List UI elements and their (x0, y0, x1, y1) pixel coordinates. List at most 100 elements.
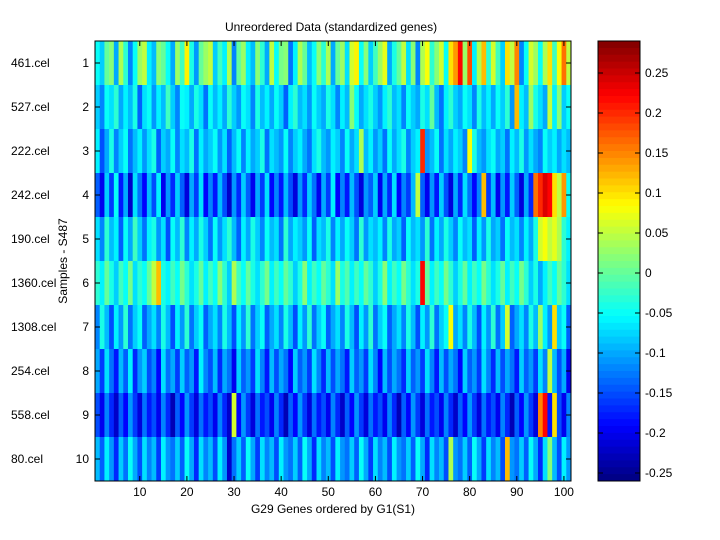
heatmap-cell (104, 85, 110, 130)
heatmap-cell (146, 393, 152, 438)
heatmap-cell (528, 305, 534, 350)
heatmap-cell (552, 393, 558, 438)
heatmap-cell (391, 261, 398, 306)
heatmap-cell (245, 217, 251, 262)
colorbar-segment (598, 68, 640, 76)
heatmap-cell (556, 393, 562, 438)
heatmap-cell (505, 85, 511, 130)
heatmap-cell (561, 261, 567, 306)
heatmap-cell (415, 437, 421, 482)
heatmap-cell (349, 305, 355, 350)
heatmap-cell (552, 437, 558, 482)
heatmap-cell (481, 217, 487, 262)
heatmap-cell (274, 217, 280, 262)
heatmap-cell (533, 349, 539, 394)
heatmap-cell (151, 305, 157, 350)
heatmap-cell (198, 349, 204, 394)
heatmap-cell (556, 173, 562, 218)
heatmap-cell (255, 261, 261, 306)
heatmap-cell (420, 305, 426, 350)
heatmap-cell (505, 173, 511, 218)
heatmap-cell (542, 305, 548, 350)
heatmap-cell (283, 217, 289, 262)
heatmap-cell (283, 305, 289, 350)
heatmap-cell (472, 393, 478, 438)
heatmap-cell (340, 261, 346, 306)
heatmap-cell (288, 305, 294, 350)
heatmap-cell (453, 41, 459, 86)
heatmap-cell (453, 85, 459, 130)
heatmap-cell (373, 41, 379, 86)
heatmap-cell (434, 85, 440, 130)
heatmap-cell (325, 393, 332, 438)
heatmap-cell (349, 217, 355, 262)
heatmap-cell (519, 41, 525, 86)
heatmap-cell (505, 261, 511, 306)
colorbar-segment (598, 460, 640, 468)
heatmap-cell (189, 261, 195, 306)
heatmap-cell (476, 393, 482, 438)
heatmap-cell (189, 173, 195, 218)
heatmap-cell (556, 85, 562, 130)
heatmap-cell (208, 129, 214, 174)
heatmap-cell (325, 85, 332, 130)
x-tick-label: 70 (416, 485, 430, 499)
heatmap-cell (429, 261, 435, 306)
heatmap-cell (132, 437, 138, 482)
heatmap-cell (255, 437, 261, 482)
heatmap-cell (288, 349, 294, 394)
heatmap-cell (330, 217, 336, 262)
heatmap-cell (481, 85, 487, 130)
heatmap-cell (113, 41, 119, 86)
heatmap-cell (486, 129, 492, 174)
heatmap-cell (311, 437, 317, 482)
heatmap-cell (382, 173, 388, 218)
heatmap-cell (490, 393, 496, 438)
heatmap-cell (278, 393, 284, 438)
heatmap-cell (377, 129, 383, 174)
heatmap-cell (457, 217, 463, 262)
heatmap-cell (354, 305, 360, 350)
heatmap-cell (274, 173, 280, 218)
heatmap-cell (198, 261, 204, 306)
heatmap-cell (241, 173, 247, 218)
heatmap-cell (467, 349, 473, 394)
heatmap-cell (509, 217, 515, 262)
heatmap-cell (118, 437, 124, 482)
heatmap-cell (354, 41, 360, 86)
colorbar: 0.25 0.2 0.15 0.1 0.05 0 -0.05 -0.1 -0.15 -0.2 -0.… (597, 40, 673, 482)
heatmap-cell (250, 85, 256, 130)
heatmap-cell (457, 261, 463, 306)
heatmap-cell (476, 349, 482, 394)
heatmap-cell (231, 85, 237, 130)
heatmap-cell (255, 393, 261, 438)
heatmap-cell (99, 173, 105, 218)
heatmap-cell (245, 305, 251, 350)
heatmap-cell (547, 217, 553, 262)
heatmap-cell (307, 437, 313, 482)
heatmap-cell (104, 173, 110, 218)
heatmap-cell (453, 437, 459, 482)
heatmap-cell (231, 217, 237, 262)
heatmap-cell (99, 393, 105, 438)
heatmap-cell (241, 305, 247, 350)
x-tick-label: 40 (274, 485, 288, 499)
colorbar-segment (598, 267, 640, 276)
heatmap-cell (241, 41, 247, 86)
colorbar-segment (598, 446, 640, 454)
heatmap-cell (349, 349, 355, 394)
heatmap-cell (274, 129, 280, 174)
colorbar-segment (598, 419, 640, 427)
heatmap-cell (396, 217, 402, 262)
heatmap-cell (354, 217, 360, 262)
heatmap-cell (457, 129, 463, 174)
heatmap-cell (457, 437, 463, 482)
heatmap-cell (561, 85, 567, 130)
heatmap-cell (311, 393, 317, 438)
heatmap-cell (170, 305, 176, 350)
sample-name-label: 190.cel (11, 232, 50, 246)
heatmap-cell (387, 261, 393, 306)
heatmap-cell (259, 349, 266, 394)
heatmap-cell (179, 129, 185, 174)
heatmap-cell (226, 349, 233, 394)
